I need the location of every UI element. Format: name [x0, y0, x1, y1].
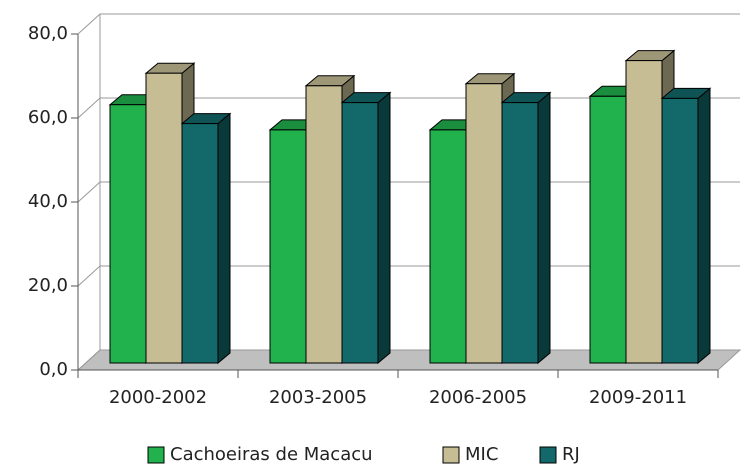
- legend-swatch: [539, 446, 557, 464]
- bar: [269, 129, 307, 364]
- legend-label: RJ: [562, 444, 580, 465]
- x-tick-label: 2003-2005: [269, 387, 367, 408]
- bar-side: [217, 112, 231, 365]
- legend-swatch: [442, 446, 460, 464]
- x-tick-label: 2000-2002: [109, 387, 207, 408]
- legend-swatch: [147, 446, 165, 464]
- bar-side: [537, 91, 551, 365]
- bar: [661, 97, 699, 364]
- bar: [305, 85, 343, 364]
- bar: [145, 72, 183, 364]
- y-tick-label: 40,0: [28, 191, 68, 212]
- legend-label: MIC: [465, 444, 498, 465]
- bar-side: [377, 91, 391, 365]
- y-tick-label: 60,0: [28, 107, 68, 128]
- bar-side: [697, 87, 711, 365]
- y-tick-label: 0,0: [39, 359, 68, 380]
- bar: [429, 129, 467, 364]
- y-tick-label: 20,0: [28, 275, 68, 296]
- grid-line: [77, 13, 740, 35]
- x-tick-label: 2009-2011: [589, 387, 687, 408]
- x-tick-label: 2006-2005: [429, 387, 527, 408]
- bar: [109, 104, 147, 364]
- bar: [341, 102, 379, 364]
- bar: [181, 123, 219, 364]
- bar: [465, 83, 503, 364]
- bar: [501, 102, 539, 364]
- bar: [625, 60, 663, 364]
- y-tick-label: 80,0: [28, 23, 68, 44]
- bar: [589, 95, 627, 364]
- legend-label: Cachoeiras de Macacu: [170, 444, 373, 465]
